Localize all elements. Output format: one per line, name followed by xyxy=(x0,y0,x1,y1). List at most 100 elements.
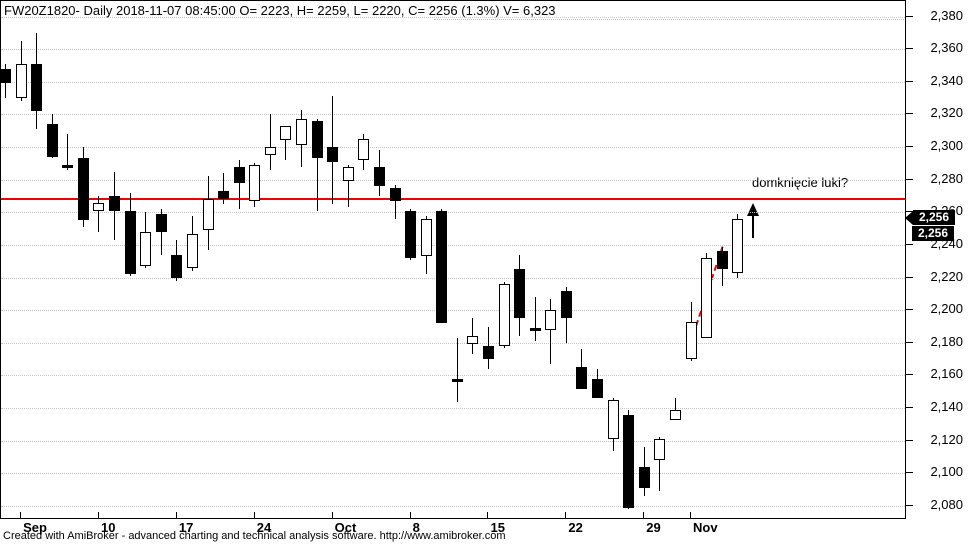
gridline xyxy=(1,114,905,116)
candle-wick xyxy=(550,298,552,365)
candle-body xyxy=(529,328,541,332)
y-axis-label: 2,120 xyxy=(930,431,963,447)
candle-body xyxy=(311,120,323,159)
candle-body xyxy=(389,187,401,201)
x-axis-label: 8 xyxy=(412,520,420,535)
price-tag-value: 2,256 xyxy=(912,225,955,241)
price-axis[interactable]: 2,3802,3602,3402,3202,3002,2802,2602,240… xyxy=(906,0,969,519)
x-axis-tick xyxy=(331,512,333,519)
selected-price-tag: 2,256 xyxy=(912,225,955,241)
y-axis-label: 2,100 xyxy=(930,464,963,480)
up-arrow-stem xyxy=(752,215,755,239)
candle-body xyxy=(669,409,681,420)
candlestick-plot[interactable]: FW20Z1820- Daily 2018-11-07 08:45:00 O= … xyxy=(0,0,906,519)
x-axis-label: 15 xyxy=(490,520,505,535)
x-axis-label: Nov xyxy=(693,520,718,535)
candle-body xyxy=(716,251,728,270)
candle-body xyxy=(654,439,666,461)
y-axis-tick xyxy=(906,439,913,441)
x-axis-label: 29 xyxy=(646,520,661,535)
y-axis-label: 2,320 xyxy=(930,105,963,121)
candle-wick xyxy=(67,133,69,170)
candle-body xyxy=(342,166,354,182)
candle-body xyxy=(623,414,635,508)
last-price-tag: 2,256 xyxy=(905,210,956,226)
y-axis-label: 2,300 xyxy=(930,138,963,154)
y-axis-tick xyxy=(906,146,913,148)
candle-body xyxy=(15,63,27,99)
candle-body xyxy=(576,367,588,389)
candle-body xyxy=(233,166,245,183)
candle-body xyxy=(685,321,697,360)
y-axis-label: 2,160 xyxy=(930,366,963,382)
horizontal-resistance-line[interactable] xyxy=(1,198,905,201)
y-axis-tick xyxy=(906,80,913,82)
candle-body xyxy=(218,191,230,200)
candle-body xyxy=(482,346,494,360)
candle-body xyxy=(607,399,619,440)
up-arrow-icon xyxy=(747,202,760,216)
candle-body xyxy=(498,284,510,347)
candle-body xyxy=(545,310,557,330)
x-axis-label: Oct xyxy=(334,520,357,535)
candle-body xyxy=(732,218,744,273)
x-axis-tick xyxy=(565,512,567,519)
y-axis-tick xyxy=(906,178,913,180)
candle-wick xyxy=(285,125,287,161)
y-axis-tick xyxy=(906,15,913,17)
x-axis-label: 17 xyxy=(178,520,194,535)
candle-wick xyxy=(316,119,318,211)
y-axis-label: 2,180 xyxy=(930,333,963,349)
candle-body xyxy=(560,290,572,319)
gridline xyxy=(1,244,905,246)
candle-wick xyxy=(238,160,240,210)
candle-body xyxy=(77,158,89,221)
gridline xyxy=(1,81,905,83)
candle-body xyxy=(638,466,650,489)
candle-body xyxy=(296,119,308,146)
candle-wick xyxy=(674,398,676,420)
price-tag-pointer-icon xyxy=(905,210,913,225)
candle-body xyxy=(592,378,604,399)
candle-body xyxy=(109,195,121,211)
y-axis-tick xyxy=(906,113,913,115)
candle-wick xyxy=(269,114,271,170)
candle-body xyxy=(701,257,713,338)
chart-title: FW20Z1820- Daily 2018-11-07 08:45:00 O= … xyxy=(4,3,556,18)
candle-wick xyxy=(160,209,162,255)
candle-body xyxy=(451,378,463,382)
y-axis-tick xyxy=(906,243,913,245)
price-tag-value: 2,256 xyxy=(913,210,956,226)
x-axis-tick xyxy=(253,512,255,519)
candle-body xyxy=(31,63,43,112)
candle-body xyxy=(373,166,385,187)
y-axis-tick xyxy=(906,407,913,409)
x-axis-tick xyxy=(175,512,177,519)
x-axis-tick xyxy=(690,512,692,519)
gridline xyxy=(1,342,905,344)
y-axis-label: 2,140 xyxy=(930,399,963,415)
candle-body xyxy=(140,231,152,267)
gridline xyxy=(1,375,905,377)
candle-body xyxy=(124,210,136,275)
x-axis-tick xyxy=(487,512,489,519)
y-axis-tick xyxy=(906,276,913,278)
candle-body xyxy=(62,164,74,169)
x-axis-label: 24 xyxy=(256,520,272,535)
pane-top-border xyxy=(434,19,905,20)
candle-body xyxy=(405,210,417,258)
date-axis[interactable]: Sep 10 17 24 Oct 8 15 22 29 Nov xyxy=(0,512,906,535)
y-axis-tick xyxy=(906,309,913,311)
gridline xyxy=(1,277,905,279)
x-axis-label: Sep xyxy=(23,520,47,535)
y-axis-tick xyxy=(906,505,913,506)
candle-body xyxy=(93,202,105,211)
y-axis-label: 2,280 xyxy=(930,170,963,186)
gridline xyxy=(1,310,905,312)
candle-body xyxy=(327,147,339,162)
y-axis-label: 2,340 xyxy=(930,72,963,88)
candle-body xyxy=(155,213,167,232)
candle-body xyxy=(467,336,479,345)
candle-body xyxy=(1,68,11,84)
candle-wick xyxy=(347,164,349,208)
